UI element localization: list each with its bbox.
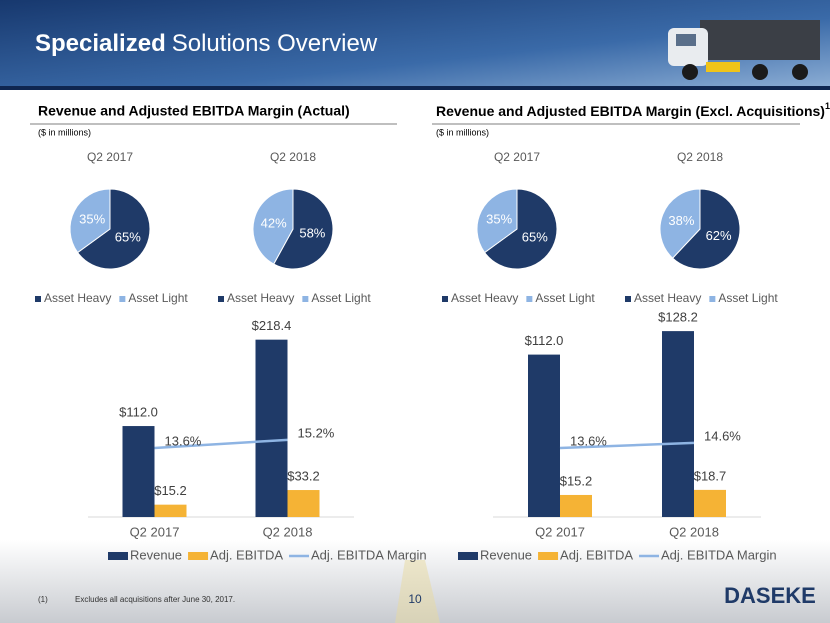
section-title-text: Revenue and Adjusted EBITDA Margin (Excl… [436, 103, 825, 119]
pie-label: 38% [668, 213, 694, 228]
legend-swatch [526, 296, 533, 302]
road-line [395, 560, 440, 623]
data-label: $33.2 [287, 468, 320, 483]
pie-label: 65% [115, 230, 141, 245]
data-label: $128.2 [658, 310, 698, 325]
x-tick-label: Q2 2018 [669, 524, 719, 539]
pie-title: Q2 2017 [87, 150, 133, 164]
margin-line [154, 438, 288, 450]
truck-illustration [668, 20, 820, 80]
logo: DASEKE [724, 583, 816, 608]
header-rule [0, 86, 830, 90]
legend-swatch [188, 552, 209, 560]
legend-label: Asset Light [535, 291, 595, 305]
legend-swatch [108, 552, 128, 560]
data-label: 13.6% [165, 433, 202, 448]
data-label: $112.0 [119, 404, 158, 419]
legend-label: Asset Heavy [227, 291, 294, 305]
legend-swatch [35, 296, 41, 302]
pie-label: 35% [486, 211, 512, 226]
footnote-ref: 1 [825, 101, 830, 111]
margin-line [559, 441, 695, 450]
legend-label: Adj. EBITDA [210, 547, 283, 562]
pie-title: Q2 2018 [270, 150, 316, 164]
page-number: 10 [408, 592, 422, 606]
data-label: $15.2 [154, 483, 187, 498]
legend-swatch [458, 552, 478, 560]
title-rest: Solutions Overview [172, 30, 378, 57]
legend-label: Asset Heavy [44, 291, 111, 305]
legend-label: Revenue [480, 547, 532, 562]
data-label: 13.6% [570, 433, 607, 448]
x-tick-label: Q2 2017 [130, 524, 180, 539]
pie-label: 35% [79, 211, 105, 226]
data-label: 15.2% [298, 425, 335, 440]
title-bold: Specialized [35, 30, 166, 57]
bar [560, 494, 592, 517]
pie-label: 62% [706, 228, 732, 243]
section-subtitle: ($ in millions) [38, 127, 91, 137]
bar [528, 354, 560, 517]
legend-label: Revenue [130, 547, 182, 562]
pie-slice [76, 188, 151, 270]
pie-title: Q2 2018 [677, 150, 723, 164]
legend-swatch [709, 296, 716, 302]
legend-swatch [302, 296, 309, 302]
legend-swatch [538, 552, 559, 560]
bar [287, 490, 320, 517]
pie-slice [659, 188, 701, 259]
legend-label: Asset Heavy [451, 291, 518, 305]
legend-label: Asset Light [128, 291, 188, 305]
bar [662, 331, 694, 517]
pie-slice [483, 188, 558, 270]
legend-label: Asset Light [311, 291, 371, 305]
bar [122, 426, 155, 517]
x-tick-label: Q2 2017 [535, 524, 585, 539]
legend-label: Adj. EBITDA [560, 547, 633, 562]
pie-slice [671, 188, 741, 270]
data-label: $218.4 [252, 318, 292, 333]
legend-swatch [442, 296, 448, 302]
pie-slice [252, 188, 294, 265]
footnote-marker: (1) [38, 595, 48, 604]
legend-swatch [218, 296, 224, 302]
section-subtitle: ($ in millions) [436, 127, 489, 137]
legend-swatch [625, 296, 631, 302]
pie-label: 58% [299, 225, 325, 240]
pie-slice [69, 188, 111, 254]
data-label: 14.6% [704, 428, 741, 443]
pie-label: 65% [522, 230, 548, 245]
x-tick-label: Q2 2018 [263, 524, 313, 539]
footnote-text: Excludes all acquisitions after June 30,… [75, 595, 235, 604]
slide-title: Specialized Solutions Overview [35, 30, 378, 57]
data-label: $18.7 [694, 468, 727, 483]
section-title: Revenue and Adjusted EBITDA Margin (Actu… [38, 103, 350, 119]
legend-label: Adj. EBITDA Margin [311, 547, 427, 562]
data-label: $15.2 [560, 473, 593, 488]
pie-label: 42% [261, 215, 287, 230]
legend-label: Adj. EBITDA Margin [661, 547, 777, 562]
data-label: $112.0 [525, 333, 564, 348]
bar [255, 339, 288, 517]
pie-title: Q2 2017 [494, 150, 540, 164]
bar [154, 504, 187, 517]
legend-label: Asset Heavy [634, 291, 701, 305]
pie-slice [476, 188, 518, 254]
legend-label: Asset Light [718, 291, 778, 305]
pie-slice [273, 188, 334, 270]
legend-swatch [119, 296, 126, 302]
bar [694, 489, 726, 517]
section-title: Revenue and Adjusted EBITDA Margin (Excl… [436, 101, 830, 118]
